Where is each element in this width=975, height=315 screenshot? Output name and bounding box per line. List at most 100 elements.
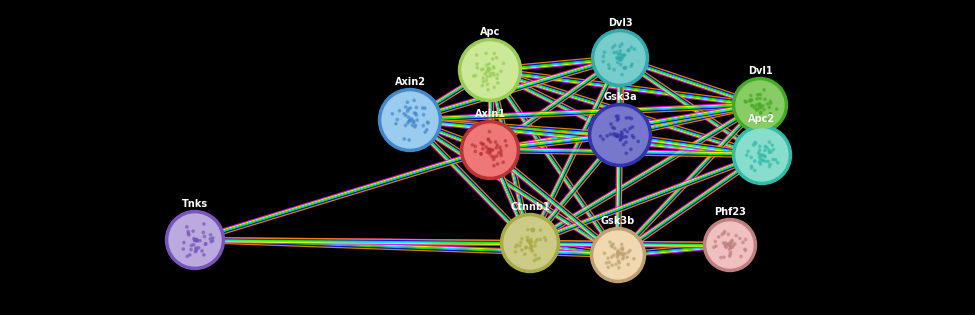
Point: [487, 85, 502, 90]
Point: [601, 256, 616, 261]
Point: [609, 56, 625, 61]
Point: [752, 152, 767, 157]
Point: [527, 243, 543, 248]
Point: [417, 106, 433, 111]
Point: [483, 140, 498, 145]
Point: [760, 117, 776, 123]
Point: [205, 238, 220, 243]
Point: [487, 155, 502, 160]
Point: [488, 154, 504, 159]
Circle shape: [458, 38, 522, 101]
Point: [756, 103, 771, 108]
Point: [760, 159, 776, 164]
Point: [747, 158, 762, 163]
Point: [603, 132, 618, 137]
Point: [619, 129, 635, 134]
Point: [482, 66, 497, 71]
Point: [488, 140, 503, 145]
Point: [742, 98, 758, 103]
Point: [483, 147, 498, 152]
Point: [597, 50, 612, 55]
Point: [204, 239, 219, 244]
Point: [722, 252, 738, 257]
Point: [614, 72, 630, 77]
Point: [722, 243, 737, 248]
Point: [189, 246, 205, 251]
Point: [765, 157, 781, 162]
Circle shape: [462, 42, 518, 98]
Point: [492, 145, 508, 150]
Point: [196, 230, 212, 235]
Point: [753, 96, 768, 101]
Point: [481, 137, 496, 142]
Point: [529, 237, 545, 242]
Point: [481, 67, 496, 72]
Point: [615, 246, 631, 251]
Point: [490, 80, 506, 85]
Point: [744, 103, 760, 108]
Point: [509, 243, 525, 248]
Point: [761, 164, 777, 169]
Circle shape: [732, 77, 788, 133]
Point: [524, 244, 539, 249]
Point: [468, 144, 484, 149]
Point: [397, 136, 412, 141]
Circle shape: [464, 124, 516, 176]
Point: [612, 136, 628, 141]
Point: [599, 261, 614, 266]
Point: [519, 245, 534, 250]
Point: [203, 232, 218, 237]
Point: [724, 239, 740, 244]
Point: [597, 251, 612, 256]
Point: [735, 240, 751, 245]
Point: [612, 52, 628, 57]
Point: [486, 64, 501, 69]
Point: [524, 245, 539, 250]
Point: [749, 108, 764, 113]
Point: [621, 115, 637, 120]
Point: [606, 67, 622, 72]
Point: [488, 145, 504, 150]
Point: [744, 166, 760, 171]
Point: [481, 68, 496, 73]
Point: [747, 117, 762, 122]
Point: [197, 234, 213, 239]
Point: [753, 162, 768, 167]
Point: [614, 135, 630, 140]
Point: [614, 54, 630, 59]
Point: [724, 238, 740, 243]
Point: [609, 250, 625, 255]
Circle shape: [504, 217, 556, 269]
Point: [402, 118, 417, 123]
Point: [716, 231, 731, 236]
Point: [523, 241, 538, 246]
Point: [469, 61, 485, 66]
Point: [526, 228, 541, 233]
Point: [198, 241, 214, 246]
Point: [753, 157, 768, 162]
Point: [612, 133, 628, 138]
Point: [742, 99, 758, 104]
Point: [612, 57, 628, 62]
Point: [722, 254, 737, 259]
Point: [617, 134, 633, 139]
Point: [498, 143, 514, 148]
Point: [497, 138, 513, 143]
Point: [613, 58, 629, 63]
Point: [593, 134, 608, 139]
Point: [482, 129, 497, 134]
Point: [491, 150, 507, 155]
Point: [753, 103, 768, 108]
Point: [611, 250, 627, 255]
Point: [618, 135, 634, 140]
Point: [523, 241, 538, 246]
Point: [718, 242, 733, 247]
Point: [723, 245, 739, 250]
Point: [718, 241, 733, 246]
Point: [611, 265, 627, 270]
Point: [419, 120, 435, 125]
Point: [600, 133, 615, 138]
Point: [188, 249, 204, 254]
Point: [614, 247, 630, 252]
Point: [617, 251, 633, 256]
